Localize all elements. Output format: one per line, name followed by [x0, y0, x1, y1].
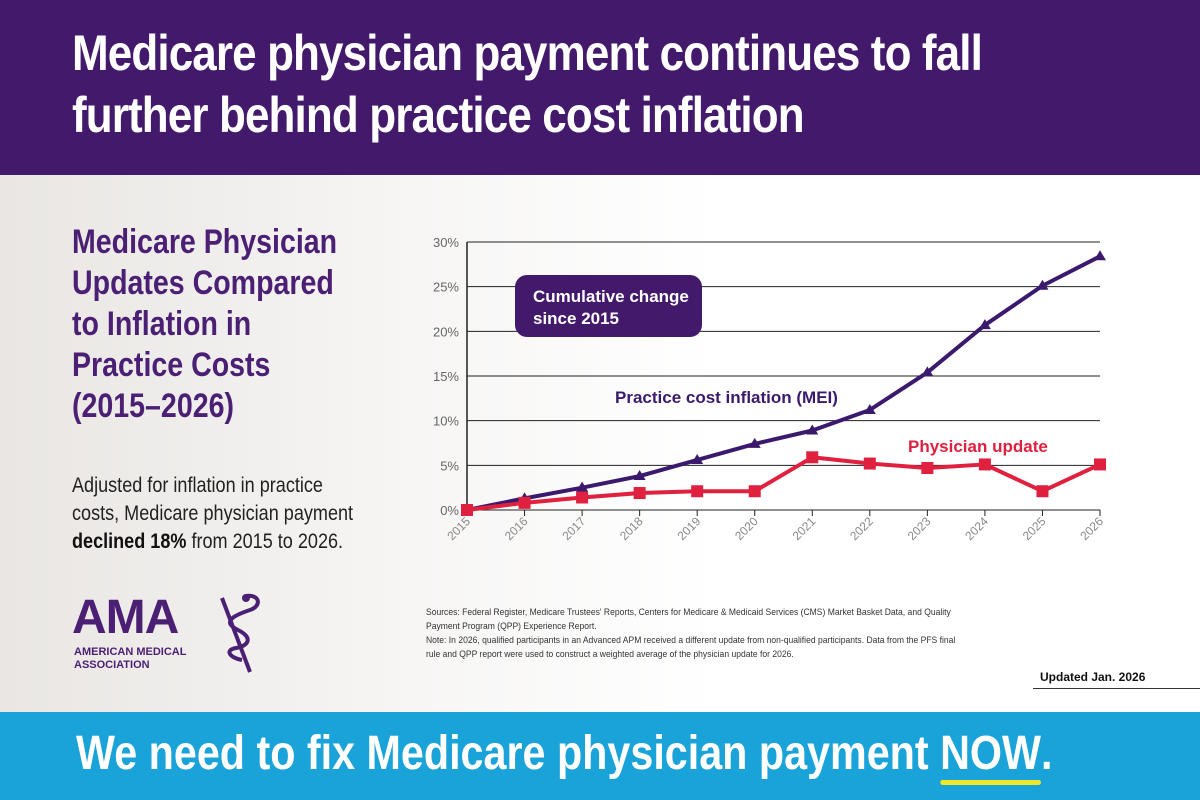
- series-line-mei: [466, 254, 1101, 512]
- x-tick-label: 2017: [559, 514, 588, 543]
- data-point: [1036, 279, 1049, 290]
- logo-wordmark: AMA: [72, 591, 179, 644]
- ama-logo: AMA AMERICAN MEDICAL ASSOCIATION: [72, 590, 272, 680]
- data-point: [461, 504, 473, 516]
- updated-date: Updated Jan. 2026: [1040, 670, 1146, 684]
- sources-note: Sources: Federal Register, Medicare Trus…: [426, 606, 957, 662]
- data-point: [691, 453, 704, 464]
- y-tick-label: 30%: [433, 235, 459, 250]
- sources-text: Sources: Federal Register, Medicare Trus…: [426, 607, 951, 632]
- series-label-mei: Practice cost inflation (MEI): [615, 388, 838, 407]
- data-point: [806, 424, 819, 435]
- chart-subtitle: Medicare Physician Updates Compared to I…: [72, 223, 338, 425]
- logo-subtitle: AMERICAN MEDICAL ASSOCIATION: [74, 646, 214, 672]
- description-text-end: from 2015 to 2026.: [186, 530, 344, 553]
- y-tick-label: 10%: [433, 414, 459, 429]
- data-point: [1094, 250, 1106, 261]
- x-tick-label: 2021: [790, 514, 819, 543]
- x-tick-label: 2016: [502, 514, 531, 543]
- description-text: Adjusted for inflation in practice costs…: [72, 474, 354, 525]
- y-tick-label: 0%: [440, 503, 459, 518]
- divider: [1033, 688, 1200, 689]
- x-tick-label: 2022: [847, 514, 876, 543]
- page-title: Medicare physician payment continues to …: [72, 25, 983, 143]
- x-tick-label: 2025: [1020, 514, 1049, 543]
- data-point: [691, 485, 704, 498]
- y-tick-label: 5%: [440, 458, 459, 473]
- cta-text: We need to fix Medicare physician paymen…: [76, 727, 941, 780]
- annotation-line-2: since 2015: [533, 309, 619, 328]
- description: Adjusted for inflation in practice costs…: [72, 472, 356, 556]
- caduceus-icon: [220, 593, 260, 673]
- cta-emphasis: NOW: [940, 727, 1042, 785]
- data-point: [576, 491, 589, 504]
- header-banner: Medicare physician payment continues to …: [0, 0, 1200, 175]
- annotation-box: [515, 275, 702, 337]
- x-tick-label: 2020: [732, 514, 761, 543]
- line-chart: 0% 5% 10% 15% 20% 25% 30% 2015 2016 2017 2018 2019 2…: [433, 235, 1106, 543]
- note-text: Note: In 2026, qualified participants in…: [426, 635, 956, 660]
- call-to-action: We need to fix Medicare physician paymen…: [76, 726, 1053, 785]
- data-point: [748, 437, 761, 448]
- data-point: [518, 496, 531, 509]
- data-point: [806, 451, 819, 464]
- y-tick-label: 20%: [433, 324, 459, 339]
- description-highlight: declined 18%: [72, 530, 187, 553]
- logo-line-1: AMERICAN MEDICAL: [74, 646, 187, 658]
- data-point: [978, 458, 991, 471]
- x-tick-label: 2024: [962, 514, 991, 543]
- data-point: [863, 457, 876, 470]
- cta-period: .: [1040, 727, 1053, 780]
- series-label-physician-update: Physician update: [908, 437, 1048, 456]
- x-tick-label: 2023: [905, 514, 934, 543]
- x-tick-label: 2015: [444, 514, 473, 543]
- data-point: [633, 470, 646, 481]
- data-point: [921, 462, 934, 475]
- data-point: [978, 319, 991, 330]
- data-point: [748, 485, 761, 498]
- data-point: [633, 487, 646, 500]
- footer-banner: We need to fix Medicare physician paymen…: [0, 712, 1200, 800]
- logo-line-2: ASSOCIATION: [74, 659, 150, 671]
- y-tick-label: 15%: [433, 369, 459, 384]
- x-tick-label: 2018: [617, 514, 646, 543]
- data-point: [1036, 485, 1049, 498]
- series-line-physician-update: [466, 455, 1101, 512]
- x-tick-label: 2019: [675, 514, 704, 543]
- x-tick-label: 2026: [1077, 514, 1106, 543]
- data-point: [921, 366, 934, 377]
- annotation-line-1: Cumulative change: [533, 287, 689, 306]
- data-point: [863, 403, 876, 414]
- data-point: [1094, 458, 1106, 471]
- data-point: [576, 481, 589, 492]
- y-tick-label: 25%: [433, 280, 459, 295]
